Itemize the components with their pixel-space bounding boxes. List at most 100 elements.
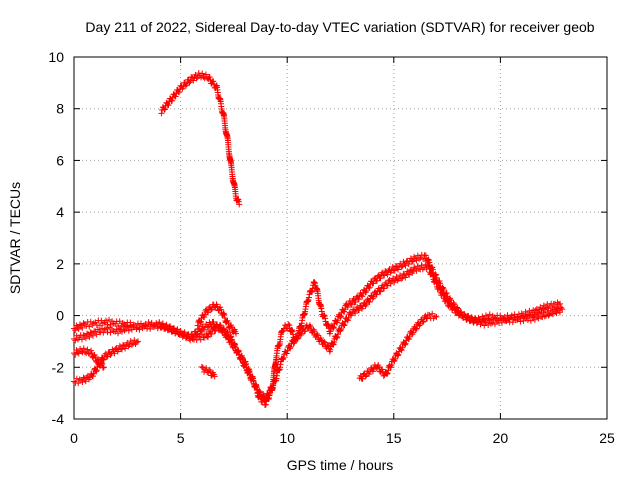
data-point	[433, 313, 440, 320]
data-point	[389, 264, 396, 271]
data-point	[96, 322, 103, 329]
data-point	[180, 83, 187, 90]
data-point	[177, 328, 184, 335]
data-point	[186, 79, 193, 86]
data-point	[425, 263, 432, 270]
grid-lines	[74, 57, 607, 419]
data-point	[373, 291, 380, 298]
data-point	[384, 271, 391, 278]
data-point	[321, 338, 328, 345]
x-tick-label: 25	[599, 430, 615, 446]
data-point	[118, 328, 125, 335]
data-point	[134, 338, 141, 345]
data-point	[338, 326, 345, 333]
data-point	[314, 332, 321, 339]
data-point	[205, 309, 212, 316]
data-point	[433, 280, 440, 287]
data-point	[227, 323, 234, 330]
data-point	[181, 330, 188, 337]
data-point	[362, 373, 369, 380]
data-point	[422, 252, 429, 259]
data-point	[196, 333, 203, 340]
data-point	[380, 372, 387, 379]
y-tick-label: 8	[56, 101, 64, 117]
data-point	[348, 301, 355, 308]
data-point	[390, 357, 397, 364]
data-point	[398, 275, 405, 282]
data-point	[189, 336, 196, 343]
data-point	[311, 328, 318, 335]
data-point	[203, 306, 210, 313]
data-point	[165, 101, 172, 108]
data-point	[246, 372, 253, 379]
data-point	[394, 352, 401, 359]
data-point	[211, 373, 218, 380]
data-point	[307, 323, 314, 330]
y-tick-label: -2	[52, 359, 65, 375]
data-point	[228, 336, 235, 343]
arc-lower-baseline	[71, 261, 566, 403]
data-point	[75, 380, 82, 387]
data-point	[256, 388, 263, 395]
data-point	[217, 322, 224, 329]
data-point	[95, 356, 102, 363]
data-point	[327, 328, 334, 335]
arc-early-low	[71, 345, 107, 371]
data-point	[524, 317, 531, 324]
data-point	[384, 370, 391, 377]
data-point	[433, 271, 440, 278]
data-point	[394, 277, 401, 284]
data-point	[356, 307, 363, 314]
x-tick-label: 20	[493, 430, 509, 446]
data-point	[89, 373, 96, 380]
data-point	[401, 341, 408, 348]
data-point	[246, 369, 253, 376]
data-point	[206, 366, 213, 373]
data-point	[183, 81, 190, 88]
data-point	[379, 366, 386, 373]
data-point	[116, 318, 123, 325]
data-point	[413, 325, 420, 332]
data-point	[359, 293, 366, 300]
data-point	[208, 305, 215, 312]
data-point	[280, 354, 287, 361]
data-point	[341, 308, 348, 315]
data-point	[78, 336, 85, 343]
data-point	[163, 322, 170, 329]
data-point	[207, 306, 214, 313]
data-point	[93, 368, 100, 375]
data-point	[172, 93, 179, 100]
x-tick-label: 10	[279, 430, 295, 446]
data-point	[205, 334, 212, 341]
data-point	[113, 326, 120, 333]
arc-short-6h-mid	[194, 301, 240, 337]
data-point	[547, 307, 554, 314]
data-point	[239, 356, 246, 363]
data-point	[377, 275, 384, 282]
data-point	[421, 264, 428, 271]
data-point	[369, 368, 376, 375]
data-point	[522, 308, 529, 315]
data-point	[202, 71, 209, 78]
data-point	[253, 381, 260, 388]
data-point	[198, 327, 205, 334]
data-point	[426, 311, 433, 318]
data-point	[424, 262, 431, 269]
data-point	[377, 288, 384, 295]
data-point	[214, 303, 221, 310]
data-point	[442, 296, 449, 303]
data-point	[161, 106, 168, 113]
data-point	[87, 318, 94, 325]
data-point	[472, 315, 479, 322]
data-point	[83, 323, 90, 330]
data-point	[89, 332, 96, 339]
data-point	[558, 304, 565, 311]
data-point	[201, 314, 208, 321]
data-point	[529, 313, 536, 320]
data-point	[72, 327, 79, 334]
data-point	[197, 318, 204, 325]
data-point	[124, 323, 131, 330]
data-point	[269, 386, 276, 393]
data-point	[340, 322, 347, 329]
data-point	[417, 254, 424, 261]
